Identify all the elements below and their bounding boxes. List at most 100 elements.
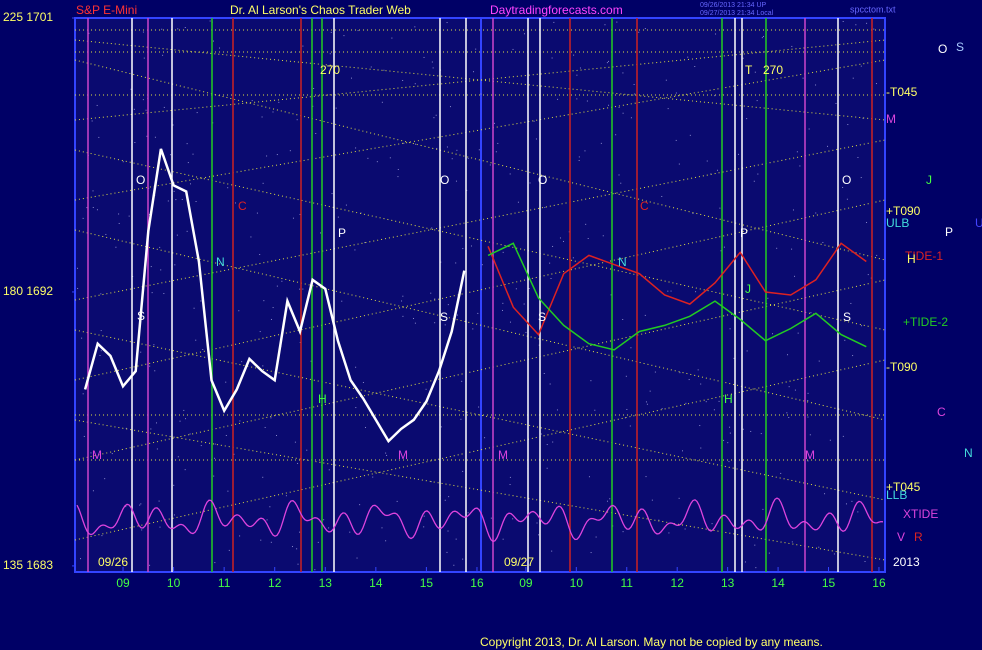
star (540, 433, 542, 435)
star (173, 484, 175, 486)
series-line (487, 242, 867, 336)
star (788, 386, 790, 388)
star (263, 300, 265, 302)
star (179, 420, 181, 422)
star (713, 409, 715, 411)
star (829, 439, 831, 441)
x-tick-label: 10 (167, 576, 181, 590)
star (150, 428, 152, 430)
star (723, 439, 725, 441)
star (276, 434, 278, 436)
star (140, 503, 142, 505)
star (259, 254, 261, 256)
star (502, 302, 504, 304)
star (602, 235, 604, 237)
annotation: H (724, 392, 733, 406)
star (423, 56, 425, 58)
star (190, 183, 192, 185)
star (729, 426, 731, 428)
star (861, 325, 863, 327)
star (402, 79, 404, 81)
star (111, 453, 113, 455)
star (431, 227, 433, 229)
star (552, 245, 554, 247)
star (661, 408, 663, 410)
star (434, 322, 436, 324)
star (213, 475, 215, 477)
star (675, 92, 677, 94)
star (381, 527, 383, 529)
star (118, 213, 120, 215)
star (436, 147, 438, 149)
star (517, 201, 519, 203)
star (100, 350, 102, 352)
star (742, 428, 744, 430)
star (115, 246, 117, 248)
star (842, 21, 844, 23)
star (546, 467, 548, 469)
star (343, 35, 345, 37)
title: Dr. Al Larson's Chaos Trader Web (230, 3, 411, 17)
star (299, 531, 301, 533)
star (755, 567, 757, 569)
star (81, 337, 83, 339)
star (163, 293, 165, 295)
star (196, 112, 198, 114)
star (77, 267, 79, 269)
star (654, 371, 656, 373)
projection-line (74, 139, 886, 301)
annotation: H (907, 252, 916, 266)
star (493, 122, 495, 124)
star (719, 207, 721, 209)
star (742, 57, 744, 59)
star (181, 198, 183, 200)
star (312, 105, 314, 107)
star (219, 47, 221, 49)
star (538, 534, 540, 536)
x-tick-label: 13 (721, 576, 735, 590)
star (649, 390, 651, 392)
star (807, 399, 809, 401)
star (337, 216, 339, 218)
star (184, 469, 186, 471)
legend-entry: +TIDE-2 (903, 315, 948, 329)
y-tick-label: 135 1683 (3, 558, 53, 572)
star (291, 546, 293, 548)
star (467, 157, 469, 159)
star (149, 564, 151, 566)
star (161, 28, 163, 30)
star (744, 561, 746, 563)
star (552, 441, 554, 443)
star (675, 139, 677, 141)
star (447, 530, 449, 532)
star (762, 508, 764, 510)
star (290, 51, 292, 53)
star (549, 383, 551, 385)
stamp: 09/26/2013 21:34 UP (700, 2, 766, 9)
star (391, 37, 393, 39)
star (455, 538, 457, 540)
star (478, 149, 480, 151)
star (262, 182, 264, 184)
star (355, 407, 357, 409)
star (77, 287, 79, 289)
star (791, 541, 793, 543)
star (809, 434, 811, 436)
star (609, 498, 611, 500)
star (297, 563, 299, 565)
star (134, 141, 136, 143)
star (234, 202, 236, 204)
star (294, 441, 296, 443)
annotation: O (538, 173, 547, 187)
star (185, 418, 187, 420)
star (289, 150, 291, 152)
star (177, 28, 179, 30)
annotation: H (318, 392, 327, 406)
x-tick-label: 14 (369, 576, 383, 590)
star (638, 31, 640, 33)
star (233, 453, 235, 455)
star (456, 149, 458, 151)
star (403, 142, 405, 144)
annotation: N (618, 255, 627, 269)
star (661, 195, 663, 197)
